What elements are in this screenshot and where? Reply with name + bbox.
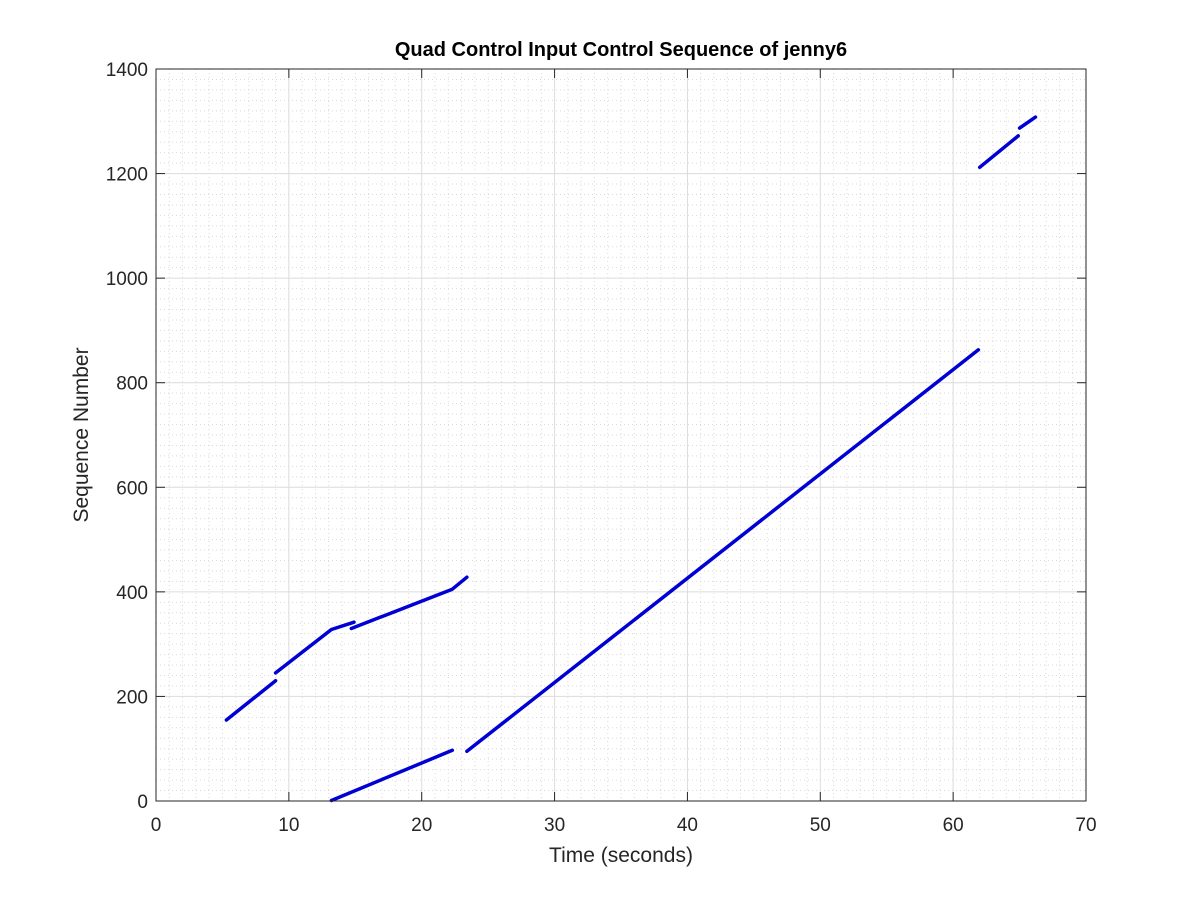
chart-title: Quad Control Input Control Sequence of j… — [395, 39, 847, 61]
x-tick-label: 20 — [411, 815, 432, 836]
major-grid — [156, 69, 1086, 801]
series-line-2 — [273, 620, 356, 675]
x-tick-label: 50 — [810, 815, 831, 836]
y-tick-label: 1200 — [106, 165, 148, 186]
y-tick-label: 1400 — [106, 60, 148, 81]
series-line-4 — [329, 748, 455, 803]
x-tick-label: 0 — [151, 815, 162, 836]
x-tick-label: 40 — [677, 815, 698, 836]
y-tick-label: 600 — [116, 478, 148, 499]
y-tick-label: 800 — [116, 374, 148, 395]
series-line-7 — [1017, 115, 1038, 130]
x-tick-label: 70 — [1075, 815, 1096, 836]
y-tick-label: 1000 — [106, 269, 148, 290]
y-tick-label: 0 — [137, 792, 148, 813]
x-axis: 0 10 20 30 40 50 60 70 — [151, 69, 1097, 836]
minor-grid — [156, 69, 1086, 801]
series-line-5 — [465, 348, 981, 754]
series-layer — [224, 115, 1038, 803]
series-line-3 — [349, 575, 469, 631]
y-tick-label: 200 — [116, 687, 148, 708]
x-tick-label: 30 — [544, 815, 565, 836]
x-tick-label: 60 — [943, 815, 964, 836]
x-axis-label: Time (seconds) — [549, 844, 693, 867]
y-tick-label: 400 — [116, 583, 148, 604]
x-tick-label: 10 — [278, 815, 299, 836]
y-axis-label: Sequence Number — [70, 347, 93, 522]
series-line-6 — [977, 134, 1020, 170]
y-axis: 0 200 400 600 800 1000 1200 1400 — [106, 60, 1086, 813]
series-line-1 — [224, 678, 278, 722]
plot-box — [155, 68, 1087, 802]
